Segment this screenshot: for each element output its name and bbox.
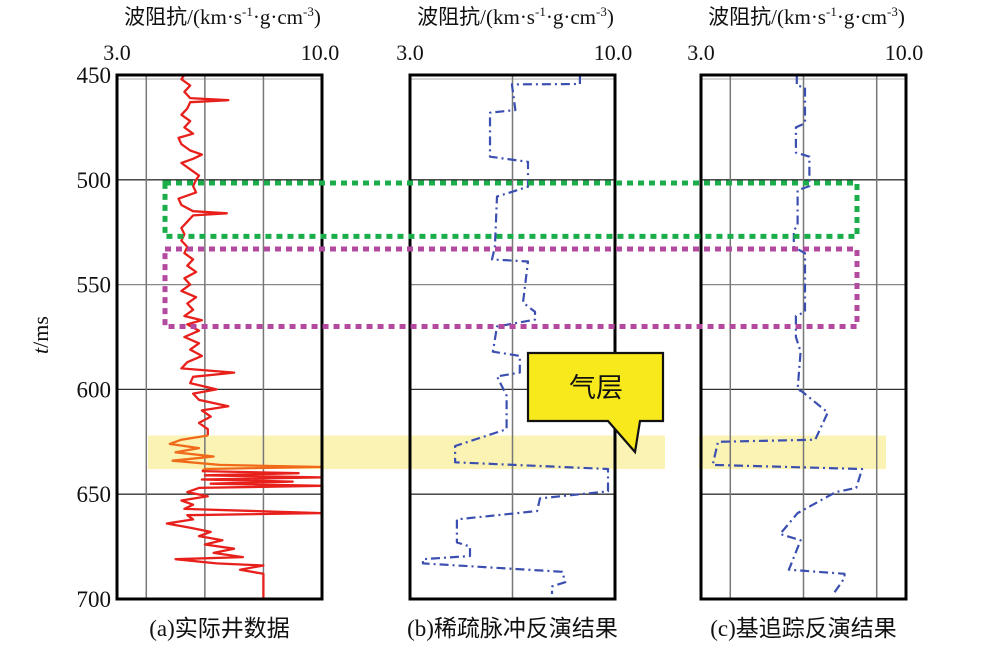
x-title-part: ·g·cm xyxy=(253,5,303,29)
x-title-part: ·g·cm xyxy=(546,5,596,29)
x-title-part: 波阻抗/(km·s xyxy=(708,5,826,29)
x-title-part: 波阻抗/(km·s xyxy=(124,5,242,29)
y-axis-label: t/ms xyxy=(28,316,53,354)
x-title-part: -3 xyxy=(596,4,607,19)
x-tick-label-min: 3.0 xyxy=(687,40,715,65)
panel-caption: (b)稀疏脉冲反演结果 xyxy=(407,616,618,641)
gas-band-ab xyxy=(148,435,665,470)
x-title-part: ) xyxy=(607,5,614,29)
panel-b: 波阻抗/(km·s-1·g·cm-3) 3.0 10.0 (b)稀疏脉冲反演结果 xyxy=(396,4,632,641)
panel-frame xyxy=(699,73,908,601)
panel-frame xyxy=(115,73,324,601)
x-tick-label-max: 10.0 xyxy=(885,40,924,65)
x-title-part: -1 xyxy=(242,4,253,19)
well-log-lower-line xyxy=(165,469,324,599)
x-axis-title: 波阻抗/(km·s-1·g·cm-3) xyxy=(124,4,321,29)
y-tick-label: 600 xyxy=(77,377,112,402)
callout-text: 气层 xyxy=(569,373,623,403)
panel-a: 波阻抗/(km·s-1·g·cm-3) 3.0 10.0 (a)实际井数据 xyxy=(103,4,339,641)
well-log-gas-zone-line xyxy=(168,434,324,473)
basis-pursuit-inversion-line xyxy=(711,75,864,596)
x-tick-label-max: 10.0 xyxy=(301,40,340,65)
green-dotted-box xyxy=(162,180,860,239)
x-title-part: ·g·cm xyxy=(837,5,887,29)
y-axis-label-var: t xyxy=(28,347,53,354)
panel-caption: (c)基追踪反演结果 xyxy=(710,616,897,641)
y-tick-label: 450 xyxy=(77,63,112,88)
x-tick-label-min: 3.0 xyxy=(396,40,424,65)
x-title-part: -1 xyxy=(826,4,837,19)
well-log-line xyxy=(177,74,236,436)
x-tick-label-max: 10.0 xyxy=(594,40,633,65)
magenta-dotted-box xyxy=(162,246,860,330)
x-tick-label-min: 3.0 xyxy=(103,40,131,65)
x-axis-title: 波阻抗/(km·s-1·g·cm-3) xyxy=(708,4,905,29)
x-title-part: ) xyxy=(898,5,905,29)
panel-caption: (a)实际井数据 xyxy=(149,616,290,641)
x-title-part: -1 xyxy=(535,4,546,19)
y-tick-label: 700 xyxy=(77,587,112,612)
x-title-part: 波阻抗/(km·s xyxy=(417,5,535,29)
x-axis-title: 波阻抗/(km·s-1·g·cm-3) xyxy=(417,4,614,29)
sparse-spike-inversion-line xyxy=(421,75,610,594)
panel-frame xyxy=(408,73,617,601)
panel-c: 波阻抗/(km·s-1·g·cm-3) 3.0 10.0 (c)基追踪反演结果 xyxy=(687,4,923,641)
x-title-part: ) xyxy=(314,5,321,29)
gas-layer-callout: 气层 xyxy=(526,351,665,455)
y-tick-label: 500 xyxy=(77,168,112,193)
y-tick-label: 550 xyxy=(77,273,112,298)
x-title-part: -3 xyxy=(887,4,898,19)
x-title-part: -3 xyxy=(303,4,314,19)
y-tick-label: 650 xyxy=(77,482,112,507)
y-axis-label-unit: /ms xyxy=(28,316,53,348)
callout-bubble xyxy=(526,351,665,455)
